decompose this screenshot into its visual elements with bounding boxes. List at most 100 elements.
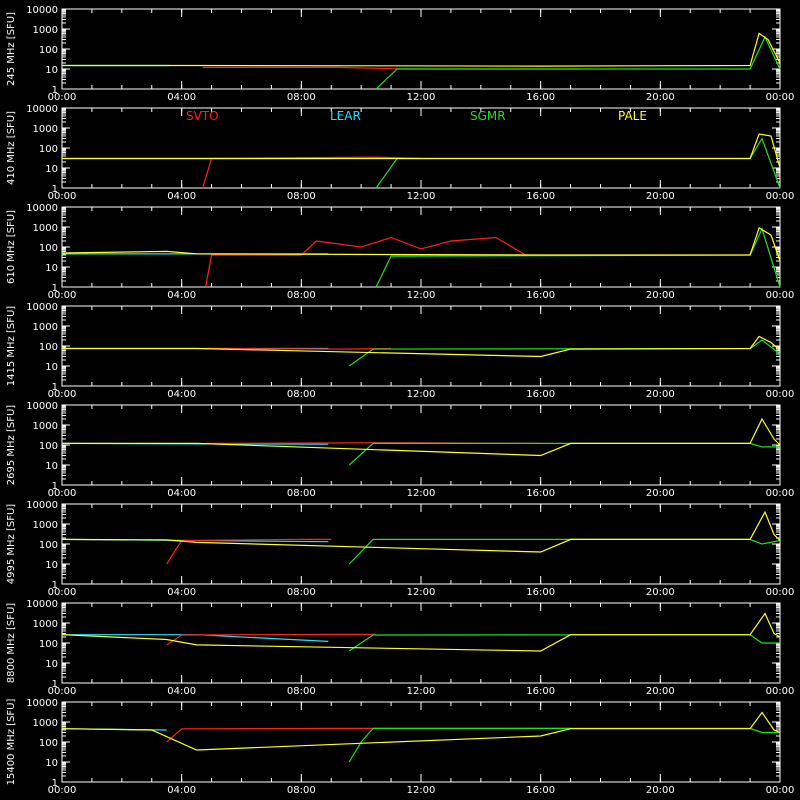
series-line-pale (62, 417, 781, 457)
x-tick-label: 08:00 (287, 587, 316, 598)
x-tick-label: 04:00 (167, 191, 196, 202)
y-tick-label: 10000 (26, 500, 58, 511)
series-line-pale (62, 335, 781, 358)
panel-5: 1 10 100 1000 10000 00:00 04:00 08:00 12:00 16:00… (6, 401, 794, 499)
x-tick-label: 00:00 (48, 389, 77, 400)
x-tick-label: 12:00 (407, 191, 436, 202)
y-tick-label: 1 (52, 580, 58, 591)
x-tick-label: 04:00 (167, 290, 196, 301)
y-tick-label: 1 (52, 382, 58, 393)
y-tick-label: 1000 (33, 124, 58, 135)
y-axis-label: 245 MHz [SFU] (6, 12, 17, 86)
y-tick-label: 1 (52, 283, 58, 294)
x-tick-label: 20:00 (646, 785, 675, 796)
y-tick-label: 10 (45, 65, 58, 76)
x-tick-label: 08:00 (287, 389, 316, 400)
series-line-pale (62, 32, 781, 67)
x-tick-label: 20:00 (646, 290, 675, 301)
x-tick-label: 00:00 (48, 488, 77, 499)
legend: SVTO LEAR SGMR PALE (186, 109, 647, 123)
y-tick-label: 10 (45, 659, 58, 670)
y-axis-label: 610 MHz [SFU] (6, 210, 17, 284)
y-tick-label: 1000 (33, 718, 58, 729)
x-tick-label: 00:00 (48, 686, 77, 697)
y-tick-label: 10000 (26, 302, 58, 313)
x-tick-label: 08:00 (287, 686, 316, 697)
y-axis-label: 4995 MHz [SFU] (6, 504, 17, 585)
series-line-pale (61, 227, 781, 262)
x-tick-label: 12:00 (407, 686, 436, 697)
panel-7: 1 10 100 1000 10000 00:00 04:00 08:00 12:00 16:00… (6, 599, 794, 697)
x-tick-label: 00:00 (766, 290, 795, 301)
x-tick-label: 00:00 (48, 290, 77, 301)
x-tick-label: 04:00 (167, 686, 196, 697)
y-tick-label: 1000 (33, 25, 58, 36)
series-line-pale (61, 510, 781, 553)
series-line-pale (61, 711, 781, 751)
x-tick-label: 08:00 (287, 488, 316, 499)
y-tick-label: 100 (39, 243, 58, 254)
y-tick-label: 10 (45, 758, 58, 769)
x-tick-label: 04:00 (167, 389, 196, 400)
x-tick-label: 20:00 (646, 92, 675, 103)
series-line-sgmr (375, 35, 781, 90)
x-tick-label: 00:00 (766, 389, 795, 400)
legend-lear: LEAR (330, 109, 361, 123)
y-tick-label: 10000 (26, 104, 58, 115)
panel-1: 1 10 100 1000 10000 00:00 04:00 08:00 12:00 16:00… (6, 5, 794, 103)
y-tick-label: 10 (45, 263, 58, 274)
x-tick-label: 00:00 (48, 191, 77, 202)
x-tick-label: 20:00 (646, 587, 675, 598)
x-tick-label: 16:00 (526, 488, 555, 499)
x-tick-label: 16:00 (526, 587, 555, 598)
x-tick-label: 00:00 (766, 587, 795, 598)
y-tick-label: 10000 (26, 5, 58, 16)
x-tick-label: 08:00 (287, 290, 316, 301)
y-tick-label: 1 (52, 85, 58, 96)
y-tick-label: 1 (52, 184, 58, 195)
y-tick-label: 100 (39, 342, 58, 353)
y-tick-label: 10 (45, 164, 58, 175)
legend-sgmr: SGMR (470, 109, 506, 123)
series-line-svto (166, 633, 377, 646)
series-line-pale (62, 133, 781, 169)
panel-4: 1 10 100 1000 10000 00:00 04:00 08:00 12:00 16:00… (6, 302, 794, 400)
legend-svto: SVTO (186, 109, 219, 123)
x-tick-label: 12:00 (407, 92, 436, 103)
y-tick-label: 10000 (26, 599, 58, 610)
x-tick-label: 16:00 (526, 785, 555, 796)
x-tick-label: 12:00 (407, 488, 436, 499)
x-tick-label: 00:00 (48, 785, 77, 796)
y-tick-label: 1 (52, 481, 58, 492)
y-tick-label: 100 (39, 441, 58, 452)
x-tick-label: 16:00 (526, 389, 555, 400)
y-tick-label: 10 (45, 362, 58, 373)
x-tick-label: 00:00 (48, 92, 77, 103)
series-line-svto (166, 538, 332, 565)
x-tick-label: 12:00 (407, 290, 436, 301)
y-tick-label: 1000 (33, 619, 58, 630)
panel-3: 1 10 100 1000 10000 00:00 04:00 08:00 12:00 16:00… (6, 203, 794, 301)
x-tick-label: 08:00 (287, 191, 316, 202)
x-tick-label: 12:00 (407, 785, 436, 796)
panel-8: 1 10 100 1000 10000 00:00 04:00 08:00 12:00 16:00… (6, 698, 794, 796)
x-tick-label: 16:00 (526, 92, 555, 103)
x-tick-label: 16:00 (526, 290, 555, 301)
y-tick-label: 100 (39, 45, 58, 56)
y-axis-label: 410 MHz [SFU] (6, 111, 17, 185)
y-tick-label: 10 (45, 560, 58, 571)
y-tick-label: 100 (39, 738, 58, 749)
y-tick-label: 100 (39, 144, 58, 155)
x-tick-label: 20:00 (646, 191, 675, 202)
x-tick-label: 12:00 (407, 587, 436, 598)
x-tick-label: 00:00 (766, 785, 795, 796)
legend-pale: PALE (618, 109, 647, 123)
x-tick-label: 12:00 (407, 389, 436, 400)
y-tick-label: 1000 (33, 520, 58, 531)
x-tick-label: 20:00 (646, 686, 675, 697)
y-tick-label: 100 (39, 540, 58, 551)
x-tick-label: 04:00 (167, 587, 196, 598)
x-tick-label: 00:00 (766, 488, 795, 499)
y-tick-label: 100 (39, 639, 58, 650)
